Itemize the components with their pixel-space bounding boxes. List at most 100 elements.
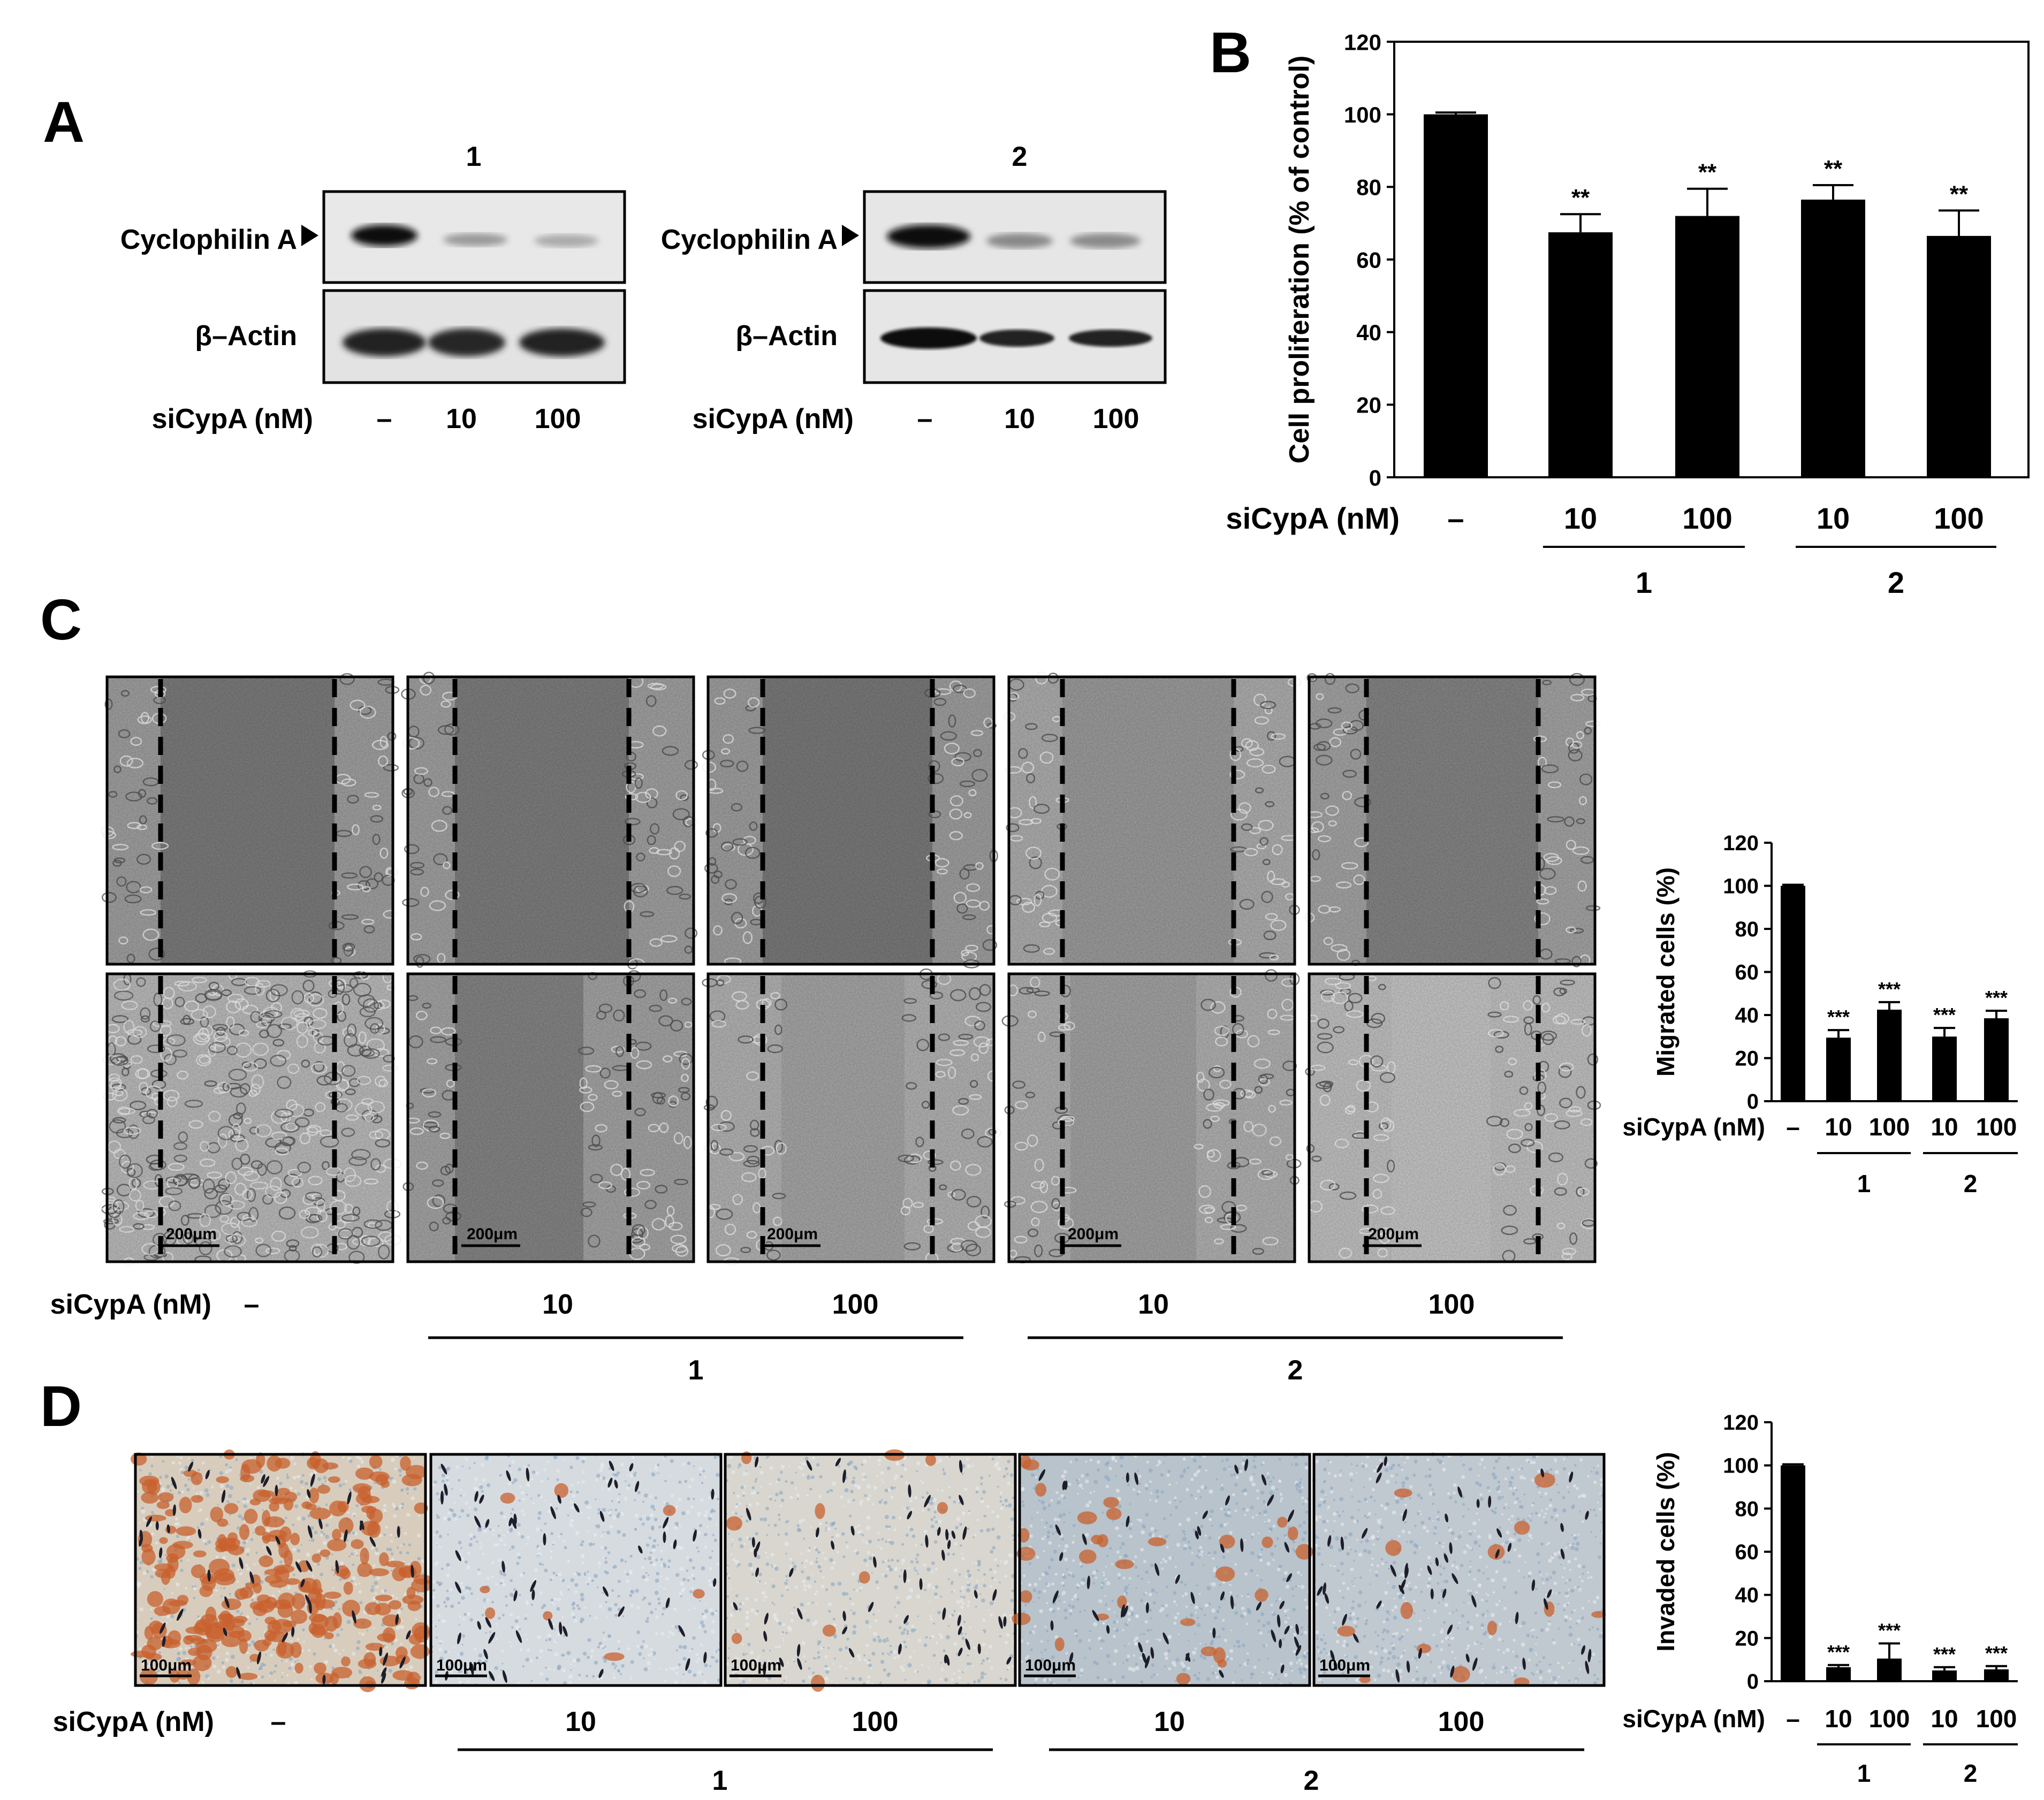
panel-c-lane-3: 100	[832, 1289, 879, 1320]
chart-d-treatment-label: siCypA (nM)	[1622, 1705, 1765, 1733]
panel-c-group-1-label: 1	[688, 1355, 704, 1386]
group-label-1: 1	[1857, 1759, 1871, 1787]
chart-b-treatment-label: siCypA (nM)	[1226, 501, 1400, 535]
panel-d: D 100μm 100μm 100μm 100μm 100μm siCypA (nM) …	[40, 1374, 2018, 1796]
blot2-actin-band-1	[880, 327, 977, 349]
panel-a: A 1 Cyclophilin A β–Actin siCypA (nM) – …	[43, 89, 1167, 434]
bar-5	[1984, 1669, 2009, 1681]
panel-c-lane-2: 10	[542, 1289, 573, 1320]
y-tick-label: 80	[1356, 175, 1381, 200]
blot2-actin-membrane	[863, 289, 1167, 384]
blot1-lane-3: 100	[535, 403, 581, 434]
blot1-cypa-band-2	[443, 233, 507, 246]
bar-2	[1548, 232, 1613, 477]
panel-c-treatment-label: siCypA (nM)	[50, 1289, 211, 1320]
panel-a-label: A	[43, 89, 85, 154]
invasion-images: 100μm 100μm 100μm 100μm 100μm	[130, 1449, 1606, 1692]
invasion-image-2: 100μm	[429, 1453, 723, 1687]
group-label-2: 2	[1964, 1759, 1978, 1787]
y-tick-label: 40	[1735, 1004, 1759, 1027]
panel-c-lane-5: 100	[1428, 1289, 1475, 1320]
panel-c-group-2-label: 2	[1288, 1355, 1303, 1386]
bar-3	[1675, 216, 1739, 477]
wound-image-9: 200μm	[1001, 969, 1302, 1263]
x-category-4: 10	[1931, 1705, 1958, 1733]
wound-image-2	[401, 672, 698, 970]
panel-c-label: C	[40, 587, 82, 652]
chart-c: 0 20 40 60 80 100 120 Migrated cells (%) – *** 10 *…	[1652, 832, 2018, 1198]
significance-4: ***	[1933, 1004, 1956, 1026]
wound-image-10: 200μm	[1305, 972, 1601, 1263]
blot1-lane-1: –	[377, 403, 392, 434]
scale-bar-label: 200μm	[467, 1225, 518, 1243]
bar-3	[1877, 1009, 1902, 1101]
blot2-cypa-band-3	[1070, 233, 1141, 248]
scale-bar-label: 200μm	[1368, 1225, 1419, 1243]
y-tick-label: 60	[1735, 1540, 1759, 1564]
scale-bar-label: 100μm	[141, 1657, 192, 1674]
y-tick-label: 0	[1369, 465, 1381, 490]
significance-5: ***	[1985, 987, 2008, 1009]
group-label-2: 2	[1964, 1170, 1978, 1198]
blot1-cypa-band-3	[534, 234, 598, 247]
blot1-actin-band-1	[343, 329, 426, 356]
western-blot-1: 1 Cyclophilin A β–Actin siCypA (nM) – 10…	[120, 141, 626, 434]
y-tick-label: 40	[1735, 1584, 1759, 1607]
x-category-5: 100	[1934, 501, 1984, 535]
chart-b: 0 20 40 60 80 100 120 Cell proliferation (% of …	[1284, 29, 2030, 599]
panel-d-lane-3: 100	[852, 1706, 899, 1737]
y-tick-label: 120	[1344, 29, 1381, 55]
x-category-1: –	[1786, 1705, 1800, 1733]
blot1-cypa-band-1	[351, 225, 417, 246]
blot2-protein-label: Cyclophilin A	[661, 224, 838, 255]
bar-2	[1826, 1038, 1851, 1101]
scale-bar-label: 200μm	[166, 1225, 217, 1243]
significance-5: **	[1950, 181, 1969, 207]
group-label-1: 1	[1857, 1170, 1871, 1198]
blot1-lane-2: 10	[446, 403, 477, 434]
panel-d-lane-5: 100	[1438, 1706, 1485, 1737]
blot2-actin-band-2	[979, 330, 1054, 347]
panel-b: B 0 20 40 60 80 100 120 Cell proliferation (% o…	[1210, 20, 2030, 599]
panel-d-lane-4: 10	[1154, 1706, 1185, 1737]
x-category-4: 10	[1931, 1113, 1958, 1141]
x-category-2: 10	[1825, 1113, 1852, 1141]
x-category-2: 10	[1825, 1705, 1852, 1733]
wound-image-5	[1303, 673, 1601, 967]
wound-image-4	[1003, 672, 1302, 966]
invasion-image-5: 100μm	[1312, 1452, 1606, 1687]
blot1-set-label: 1	[466, 141, 482, 172]
wound-healing-images: 200μm 200μm 200μm 200μm 200μm	[99, 672, 1601, 1267]
x-category-5: 100	[1976, 1113, 2017, 1141]
significance-5: ***	[1985, 1642, 2008, 1664]
blot1-actin-band-3	[519, 329, 605, 356]
blot2-loading-label: β–Actin	[735, 321, 838, 352]
scale-bar-label: 100μm	[436, 1657, 487, 1674]
significance-3: ***	[1878, 1619, 1901, 1641]
bar-2	[1826, 1667, 1851, 1681]
significance-4: ***	[1933, 1643, 1956, 1665]
x-category-4: 10	[1817, 501, 1850, 535]
bar-4	[1801, 200, 1865, 477]
x-category-5: 100	[1976, 1705, 2017, 1733]
x-category-3: 100	[1869, 1113, 1910, 1141]
y-tick-label: 20	[1735, 1047, 1759, 1071]
group-label-2: 2	[1888, 566, 1904, 599]
wound-image-3	[702, 675, 998, 968]
x-category-2: 10	[1564, 501, 1597, 535]
scale-bar-label: 100μm	[1025, 1657, 1076, 1674]
y-tick-label: 60	[1356, 247, 1381, 272]
bar-5	[1984, 1018, 2009, 1101]
chart-y-label: Migrated cells (%)	[1652, 867, 1680, 1077]
invasion-image-4: 100μm	[1012, 1452, 1313, 1687]
significance-2: **	[1571, 185, 1590, 211]
y-tick-label: 60	[1735, 961, 1759, 985]
bar-3	[1877, 1658, 1902, 1681]
y-tick-label: 0	[1747, 1670, 1759, 1694]
scale-bar-label: 100μm	[1319, 1657, 1370, 1674]
scale-bar-label: 100μm	[731, 1657, 781, 1674]
panel-b-label: B	[1210, 20, 1251, 85]
blot1-treatment-label: siCypA (nM)	[152, 403, 313, 434]
blot2-lane-2: 10	[1004, 403, 1035, 434]
